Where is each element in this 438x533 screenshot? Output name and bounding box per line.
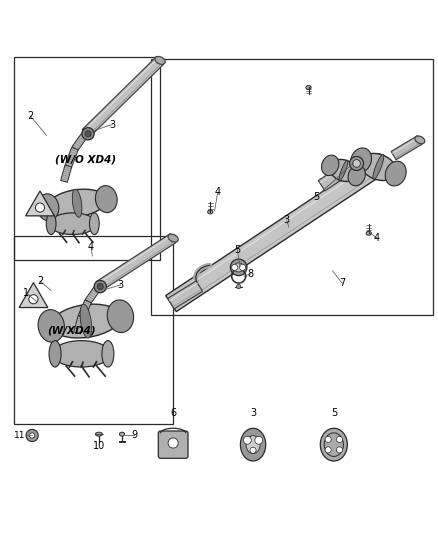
Text: 2: 2 (27, 111, 34, 121)
Text: 11: 11 (14, 431, 25, 440)
Ellipse shape (37, 194, 59, 221)
Circle shape (240, 264, 246, 270)
Text: 2: 2 (37, 276, 43, 286)
Ellipse shape (234, 263, 243, 272)
Ellipse shape (97, 284, 103, 289)
Text: 7: 7 (339, 278, 345, 288)
Ellipse shape (29, 295, 38, 304)
Circle shape (232, 264, 238, 270)
Circle shape (250, 447, 256, 454)
Ellipse shape (80, 304, 92, 338)
Polygon shape (65, 148, 78, 167)
Ellipse shape (107, 300, 134, 333)
Text: 5: 5 (313, 192, 319, 201)
Ellipse shape (320, 428, 347, 461)
Ellipse shape (373, 155, 384, 180)
Text: 10: 10 (93, 441, 105, 451)
Text: 9: 9 (131, 431, 138, 440)
Ellipse shape (415, 136, 425, 144)
Ellipse shape (348, 165, 365, 186)
Polygon shape (391, 136, 422, 160)
Circle shape (255, 437, 263, 444)
Circle shape (168, 438, 178, 448)
Ellipse shape (366, 231, 371, 235)
Ellipse shape (35, 203, 45, 212)
Polygon shape (60, 165, 72, 182)
Polygon shape (74, 316, 85, 334)
Polygon shape (318, 167, 345, 191)
Polygon shape (72, 131, 88, 151)
Bar (14, 236, 173, 424)
Text: 6: 6 (170, 408, 176, 418)
Circle shape (29, 433, 35, 438)
Text: 1: 1 (23, 288, 29, 298)
Circle shape (237, 285, 241, 289)
Text: 5: 5 (234, 245, 240, 255)
Ellipse shape (49, 213, 96, 235)
Text: 4: 4 (215, 187, 221, 197)
Ellipse shape (85, 131, 91, 137)
Ellipse shape (350, 148, 371, 173)
Ellipse shape (82, 128, 94, 140)
Ellipse shape (230, 259, 247, 276)
Circle shape (336, 447, 343, 453)
Circle shape (325, 437, 331, 442)
Ellipse shape (102, 341, 114, 367)
Circle shape (26, 430, 38, 441)
Ellipse shape (72, 189, 82, 217)
Ellipse shape (353, 159, 360, 167)
Bar (14, 57, 160, 260)
Polygon shape (166, 154, 390, 312)
Ellipse shape (240, 428, 266, 461)
Ellipse shape (48, 189, 106, 217)
Text: 5: 5 (331, 408, 337, 418)
Circle shape (325, 447, 331, 453)
Text: (W/O XD4): (W/O XD4) (55, 155, 117, 165)
Ellipse shape (120, 432, 125, 436)
Text: 3: 3 (109, 119, 115, 130)
Text: 3: 3 (118, 280, 124, 290)
Ellipse shape (38, 310, 64, 342)
Circle shape (244, 437, 251, 444)
Circle shape (336, 437, 343, 442)
Text: 8: 8 (248, 269, 254, 279)
Ellipse shape (51, 304, 120, 338)
Ellipse shape (321, 155, 339, 175)
Ellipse shape (208, 210, 213, 214)
Ellipse shape (46, 213, 56, 235)
Polygon shape (85, 284, 102, 303)
Polygon shape (25, 191, 54, 216)
Ellipse shape (330, 159, 357, 181)
Text: 3: 3 (250, 408, 256, 418)
Ellipse shape (350, 157, 364, 171)
Ellipse shape (53, 341, 110, 367)
Ellipse shape (306, 85, 311, 90)
Ellipse shape (385, 161, 406, 186)
Ellipse shape (155, 56, 165, 64)
Polygon shape (168, 281, 202, 309)
Polygon shape (82, 56, 164, 137)
Text: 4: 4 (374, 233, 380, 243)
Ellipse shape (168, 234, 178, 242)
Ellipse shape (49, 341, 61, 367)
Ellipse shape (94, 280, 106, 293)
Ellipse shape (360, 154, 396, 181)
Text: (W/XD4): (W/XD4) (47, 326, 96, 336)
Polygon shape (19, 282, 48, 308)
Text: 4: 4 (88, 242, 94, 252)
Text: 3: 3 (284, 215, 290, 225)
FancyBboxPatch shape (158, 431, 188, 458)
Ellipse shape (95, 185, 117, 213)
Ellipse shape (95, 432, 102, 436)
Polygon shape (78, 300, 91, 318)
Ellipse shape (89, 213, 99, 235)
Polygon shape (96, 234, 176, 290)
Ellipse shape (246, 435, 260, 454)
Ellipse shape (339, 160, 348, 181)
